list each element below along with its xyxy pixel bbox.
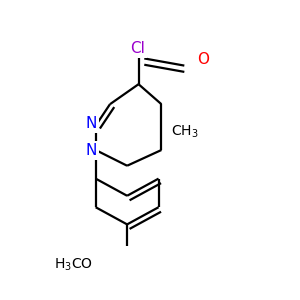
Text: H$_3$CO: H$_3$CO (54, 256, 93, 273)
Text: O: O (197, 52, 209, 68)
Text: N: N (85, 116, 97, 131)
Text: N: N (85, 143, 97, 158)
Text: Cl: Cl (130, 41, 145, 56)
Text: CH$_3$: CH$_3$ (172, 123, 199, 140)
